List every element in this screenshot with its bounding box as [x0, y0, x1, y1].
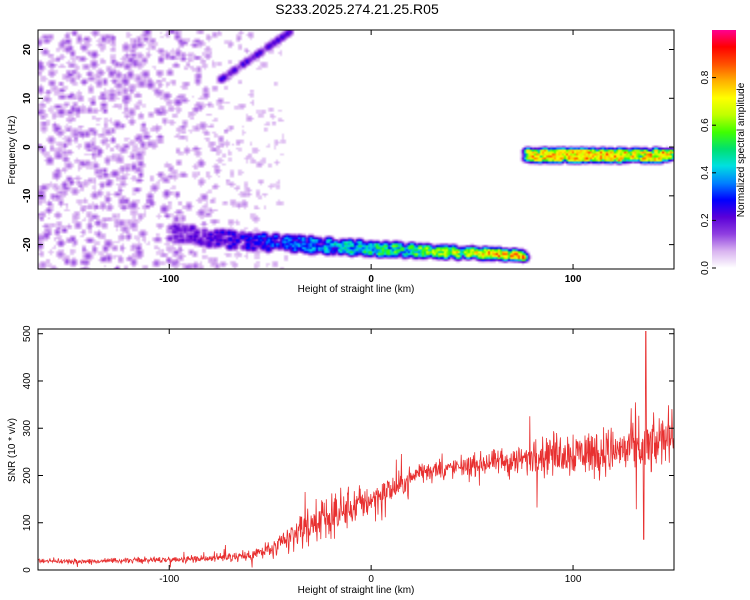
colorbar-tick-label: 0.0 [700, 261, 711, 275]
heatmap-ytick-label: 20 [22, 44, 33, 56]
heatmap-ytick-label: 0 [22, 144, 33, 150]
heatmap-frame [37, 29, 675, 270]
snr-panel: -100 0 100 0 100 200 300 400 500 Height of strai… [7, 325, 675, 596]
colorbar-ticks: 0.0 0.2 0.4 0.6 0.8 [700, 70, 716, 275]
colorbar-tick-label: 0.2 [700, 213, 711, 227]
snr-series [37, 331, 675, 568]
snr-ytick-label: 0 [22, 567, 33, 573]
heatmap-xtick-label: 0 [368, 274, 374, 285]
snr-ticks: -100 0 100 0 100 200 300 400 500 [22, 325, 674, 585]
snr-xtick-label: 0 [368, 574, 374, 585]
heatmap-ytick-label: 10 [22, 92, 33, 104]
snr-ytick-label: 300 [22, 419, 33, 436]
heatmap-image [38, 30, 674, 269]
figure-title: S233.2025.274.21.25.R05 [275, 1, 439, 17]
colorbar-tick-label: 0.4 [700, 165, 711, 179]
snr-xtick-label: -100 [159, 574, 179, 585]
colorbar: 0.0 0.2 0.4 0.6 0.8 Normalized spectral ampl… [700, 30, 747, 275]
heatmap-xtick-label: 100 [565, 274, 582, 285]
colorbar-gradient [712, 30, 736, 268]
heatmap-ytick-label: -20 [22, 237, 33, 252]
snr-ylabel: SNR (10 * v/v) [7, 418, 18, 482]
snr-ytick-label: 400 [22, 372, 33, 389]
heatmap-xtick-label: -100 [159, 274, 179, 285]
snr-ytick-label: 100 [22, 514, 33, 531]
colorbar-tick-label: 0.8 [700, 70, 711, 84]
snr-frame [37, 328, 675, 571]
snr-xtick-label: 100 [565, 574, 582, 585]
heatmap-ylabel: Frequency (Hz) [7, 116, 18, 185]
snr-line [37, 331, 675, 568]
snr-ytick-label: 200 [22, 467, 33, 484]
snr-xlabel: Height of straight line (km) [298, 585, 415, 596]
heatmap-ytick-label: -10 [22, 188, 33, 203]
snr-ytick-label: 500 [22, 325, 33, 342]
heatmap-xlabel: Height of straight line (km) [298, 284, 415, 295]
colorbar-tick-label: 0.6 [700, 118, 711, 132]
colorbar-label: Normalized spectral amplitude [736, 82, 747, 217]
